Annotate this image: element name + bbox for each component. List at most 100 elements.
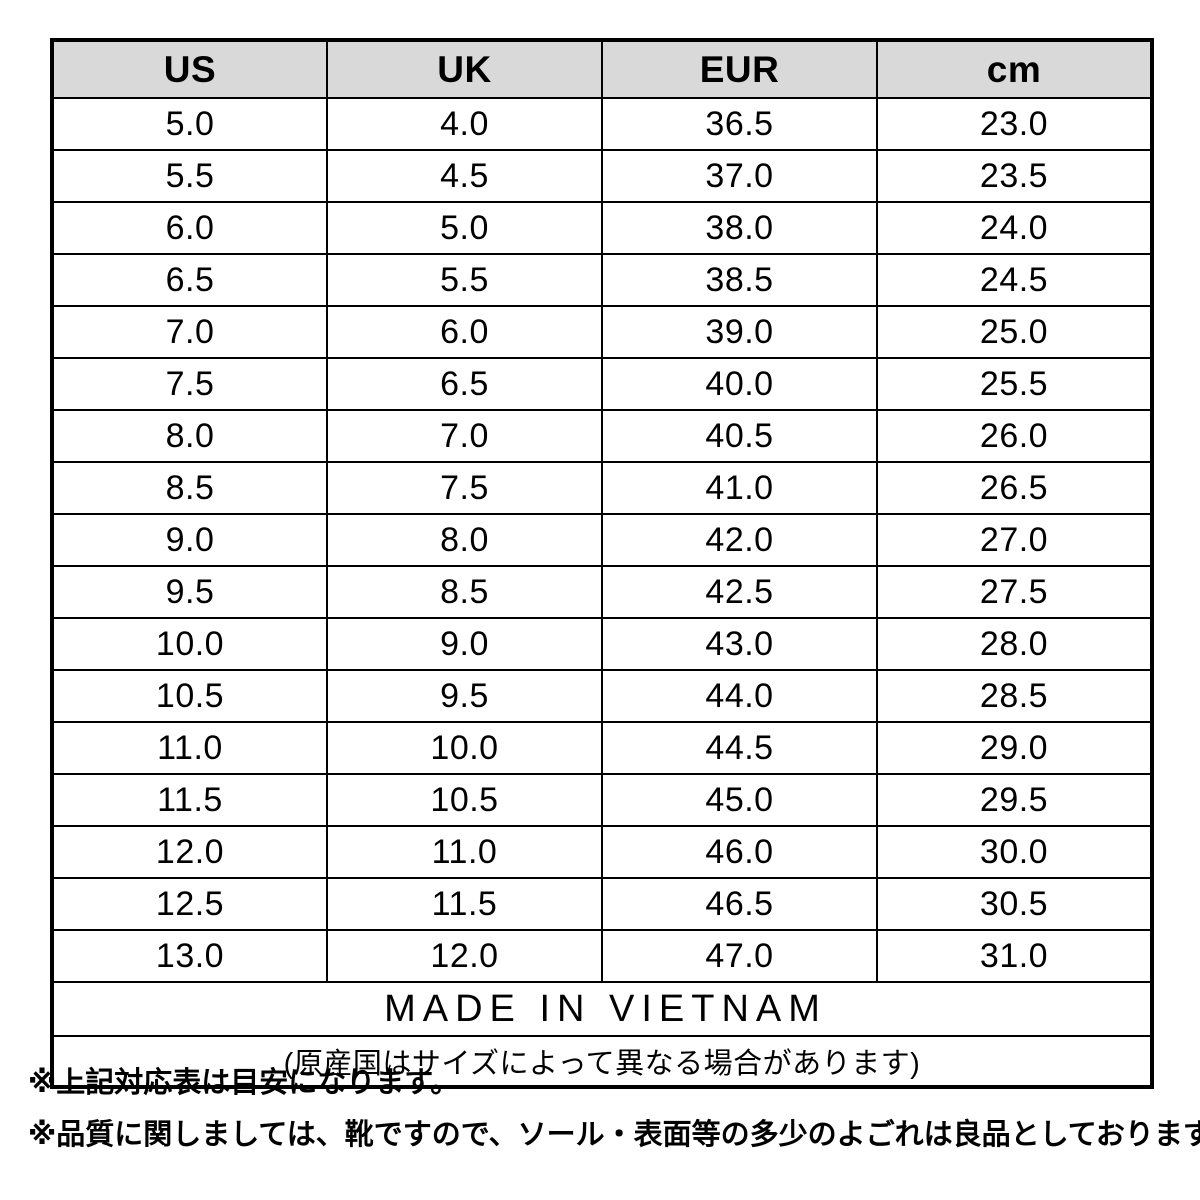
table-row: 5.5 4.5 37.0 23.5 [51, 149, 1153, 203]
origin-label: MADE IN VIETNAM [51, 981, 1153, 1037]
cell-us: 11.5 [51, 773, 328, 827]
cell-uk: 8.0 [326, 513, 603, 567]
column-header-eur: EUR [601, 39, 878, 99]
table-row: 12.0 11.0 46.0 30.0 [51, 825, 1153, 879]
cell-uk: 4.0 [326, 97, 603, 151]
size-conversion-table: US UK EUR cm 5.0 4.0 36.5 23.0 5.5 4.5 3… [50, 38, 1154, 1089]
cell-us: 10.0 [51, 617, 328, 671]
table-row: 10.5 9.5 44.0 28.5 [51, 669, 1153, 723]
cell-us: 5.0 [51, 97, 328, 151]
cell-eur: 37.0 [601, 149, 878, 203]
table-row: 8.5 7.5 41.0 26.5 [51, 461, 1153, 515]
origin-note-row: (原産国はサイズによって異なる場合があります) [51, 1035, 1153, 1088]
cell-cm: 28.0 [876, 617, 1153, 671]
cell-eur: 39.0 [601, 305, 878, 359]
cell-cm: 30.5 [876, 877, 1153, 931]
cell-cm: 27.5 [876, 565, 1153, 619]
table-row: 12.5 11.5 46.5 30.5 [51, 877, 1153, 931]
cell-cm: 31.0 [876, 929, 1153, 983]
table-row: 7.0 6.0 39.0 25.0 [51, 305, 1153, 359]
table-row: 11.0 10.0 44.5 29.0 [51, 721, 1153, 775]
cell-cm: 25.0 [876, 305, 1153, 359]
footnote-quality-disclaimer: ※品質に関しましては、靴ですので、ソール・表面等の多少のよごれは良品としておりま… [28, 1119, 1200, 1152]
cell-cm: 23.0 [876, 97, 1153, 151]
cell-eur: 47.0 [601, 929, 878, 983]
cell-uk: 4.5 [326, 149, 603, 203]
cell-uk: 5.5 [326, 253, 603, 307]
cell-us: 9.0 [51, 513, 328, 567]
cell-us: 6.5 [51, 253, 328, 307]
table-row: 6.5 5.5 38.5 24.5 [51, 253, 1153, 307]
cell-uk: 10.5 [326, 773, 603, 827]
cell-eur: 40.0 [601, 357, 878, 411]
cell-us: 6.0 [51, 201, 328, 255]
size-conversion-table-container: US UK EUR cm 5.0 4.0 36.5 23.0 5.5 4.5 3… [50, 38, 1154, 1089]
cell-us: 10.5 [51, 669, 328, 723]
cell-uk: 6.5 [326, 357, 603, 411]
table-row: 7.5 6.5 40.0 25.5 [51, 357, 1153, 411]
column-header-cm: cm [876, 39, 1153, 99]
table-row: 10.0 9.0 43.0 28.0 [51, 617, 1153, 671]
origin-row: MADE IN VIETNAM [51, 981, 1153, 1037]
cell-cm: 24.5 [876, 253, 1153, 307]
cell-uk: 10.0 [326, 721, 603, 775]
cell-uk: 8.5 [326, 565, 603, 619]
origin-note: (原産国はサイズによって異なる場合があります) [51, 1035, 1153, 1088]
cell-uk: 5.0 [326, 201, 603, 255]
cell-eur: 45.0 [601, 773, 878, 827]
cell-cm: 26.5 [876, 461, 1153, 515]
header-row: US UK EUR cm [51, 39, 1153, 99]
cell-uk: 9.5 [326, 669, 603, 723]
cell-eur: 44.5 [601, 721, 878, 775]
cell-cm: 27.0 [876, 513, 1153, 567]
table-row: 9.5 8.5 42.5 27.5 [51, 565, 1153, 619]
cell-us: 8.0 [51, 409, 328, 463]
cell-uk: 7.5 [326, 461, 603, 515]
column-header-us: US [51, 39, 328, 99]
cell-uk: 9.0 [326, 617, 603, 671]
cell-eur: 36.5 [601, 97, 878, 151]
cell-eur: 46.5 [601, 877, 878, 931]
table-header: US UK EUR cm [51, 39, 1153, 99]
table-body: 5.0 4.0 36.5 23.0 5.5 4.5 37.0 23.5 6.0 … [51, 97, 1153, 1088]
footnote-reference-guide: ※上記対応表は目安になります。 [28, 1067, 460, 1099]
cell-us: 11.0 [51, 721, 328, 775]
cell-uk: 7.0 [326, 409, 603, 463]
cell-us: 13.0 [51, 929, 328, 983]
cell-uk: 12.0 [326, 929, 603, 983]
cell-eur: 40.5 [601, 409, 878, 463]
cell-uk: 6.0 [326, 305, 603, 359]
table-row: 6.0 5.0 38.0 24.0 [51, 201, 1153, 255]
cell-eur: 42.5 [601, 565, 878, 619]
cell-eur: 38.5 [601, 253, 878, 307]
cell-us: 12.5 [51, 877, 328, 931]
cell-us: 7.0 [51, 305, 328, 359]
cell-eur: 41.0 [601, 461, 878, 515]
cell-cm: 23.5 [876, 149, 1153, 203]
cell-us: 9.5 [51, 565, 328, 619]
table-row: 5.0 4.0 36.5 23.0 [51, 97, 1153, 151]
cell-us: 12.0 [51, 825, 328, 879]
cell-uk: 11.0 [326, 825, 603, 879]
table-row: 13.0 12.0 47.0 31.0 [51, 929, 1153, 983]
cell-eur: 44.0 [601, 669, 878, 723]
footnotes: ※上記対応表は目安になります。 ※品質に関しましては、靴ですので、ソール・表面等… [28, 1067, 1200, 1152]
table-row: 8.0 7.0 40.5 26.0 [51, 409, 1153, 463]
table-row: 11.5 10.5 45.0 29.5 [51, 773, 1153, 827]
cell-cm: 29.0 [876, 721, 1153, 775]
cell-eur: 43.0 [601, 617, 878, 671]
column-header-uk: UK [326, 39, 603, 99]
cell-eur: 42.0 [601, 513, 878, 567]
cell-cm: 28.5 [876, 669, 1153, 723]
cell-us: 5.5 [51, 149, 328, 203]
cell-us: 8.5 [51, 461, 328, 515]
cell-eur: 38.0 [601, 201, 878, 255]
cell-cm: 30.0 [876, 825, 1153, 879]
table-row: 9.0 8.0 42.0 27.0 [51, 513, 1153, 567]
cell-cm: 29.5 [876, 773, 1153, 827]
cell-cm: 24.0 [876, 201, 1153, 255]
cell-uk: 11.5 [326, 877, 603, 931]
cell-us: 7.5 [51, 357, 328, 411]
cell-eur: 46.0 [601, 825, 878, 879]
